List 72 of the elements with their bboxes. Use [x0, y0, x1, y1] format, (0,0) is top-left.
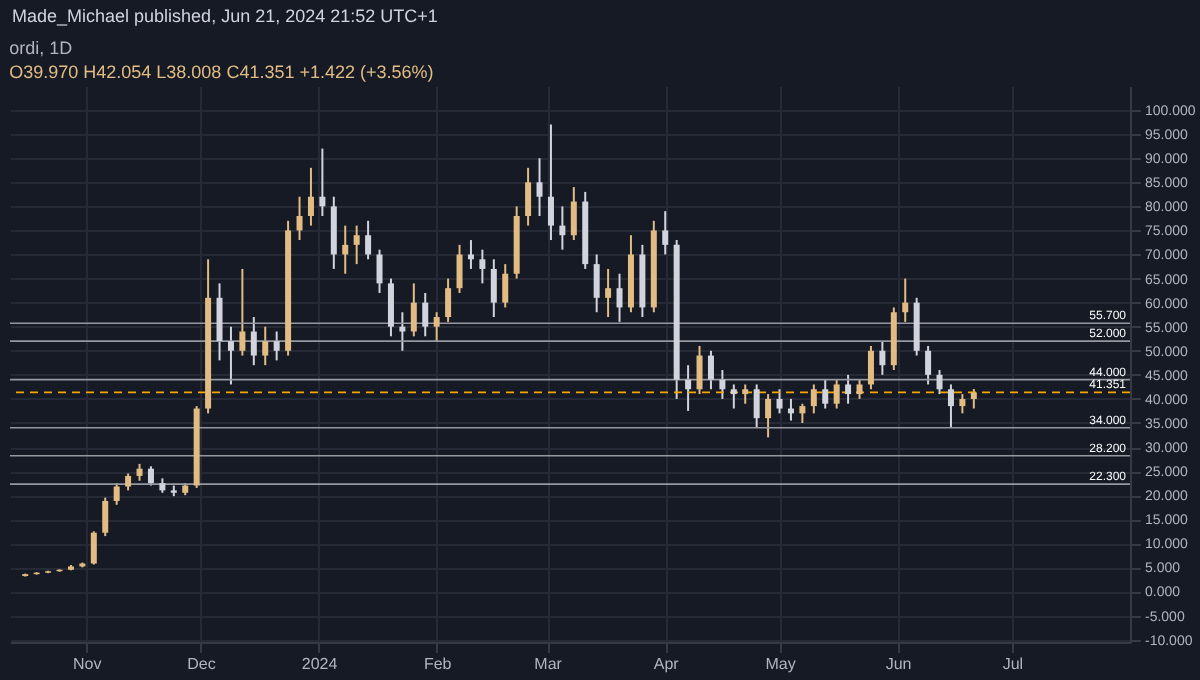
candlestick — [593, 253, 600, 314]
chart-subtitle: O39.970 H42.054 L38.008 C41.351 +1.422 (+3.56%) — [9, 62, 434, 82]
candlestick — [696, 344, 703, 396]
candlestick — [319, 147, 326, 217]
candlestick — [719, 369, 726, 400]
candlestick — [879, 340, 886, 376]
candlestick — [776, 388, 783, 415]
x-tick-label: May — [765, 655, 796, 673]
candlestick — [307, 166, 314, 227]
x-tick-label: Jul — [1002, 655, 1024, 673]
candlestick — [467, 239, 474, 270]
candlestick — [90, 530, 97, 566]
candlestick — [936, 369, 943, 396]
x-tick-label: 2024 — [301, 655, 339, 673]
candlestick — [113, 482, 120, 506]
chart-title: ordi, 1D — [9, 38, 74, 58]
candlestick — [536, 157, 543, 217]
x-tick-label: Nov — [72, 655, 102, 673]
candlestick — [365, 219, 372, 261]
x-tick-label: Feb — [423, 655, 453, 673]
candlestick — [707, 349, 714, 391]
text: Made_Michael published, Jun 21, 2024 21:52 UTC+1 — [10, 4, 440, 30]
candlestick — [262, 325, 269, 367]
candlestick — [662, 210, 669, 256]
candlestick — [856, 378, 863, 400]
candlestick — [833, 378, 840, 410]
candlestick — [810, 383, 817, 415]
candlestick — [490, 258, 497, 319]
candlestick — [867, 344, 874, 391]
candlestick — [102, 496, 109, 538]
candlestick — [616, 272, 623, 323]
candlestick — [422, 292, 429, 338]
candlestick — [547, 123, 554, 242]
candlestick — [410, 282, 417, 338]
candlestick — [502, 263, 509, 309]
x-tick-label: Jun — [885, 655, 912, 673]
candlestick — [525, 166, 532, 227]
candlestick — [433, 311, 440, 343]
candlestick — [273, 330, 280, 362]
candlestick — [353, 224, 360, 266]
candlestick — [765, 393, 772, 439]
candlestick — [902, 277, 909, 323]
candlestick — [559, 205, 566, 251]
x-tick-label: Mar — [534, 655, 563, 673]
candlestick — [685, 364, 692, 412]
candlestick — [570, 186, 577, 242]
x-tick-label: Dec — [187, 655, 216, 673]
candlestick — [227, 325, 234, 386]
candlestick — [742, 383, 749, 405]
x-tick-label: Apr — [653, 655, 680, 673]
candlestick — [239, 267, 246, 357]
candlestick — [296, 195, 303, 242]
candlestick — [216, 282, 223, 362]
candlestick — [753, 383, 760, 429]
candlestick — [845, 373, 852, 405]
candlestick — [399, 311, 406, 352]
candlestick — [822, 378, 829, 410]
candlestick — [959, 393, 966, 415]
candlestick — [147, 465, 154, 487]
candlestick — [730, 383, 737, 410]
candlestick — [970, 388, 977, 410]
candlestick — [250, 316, 257, 367]
candlestick — [479, 248, 486, 285]
candlestick — [605, 267, 612, 319]
candlestick — [799, 402, 806, 424]
candlestick — [925, 344, 932, 386]
candlestick — [387, 277, 394, 338]
candlestick — [376, 248, 383, 294]
candlestick — [445, 277, 452, 323]
candlestick — [342, 224, 349, 275]
candlestick — [456, 243, 463, 294]
candlestick — [947, 383, 954, 429]
